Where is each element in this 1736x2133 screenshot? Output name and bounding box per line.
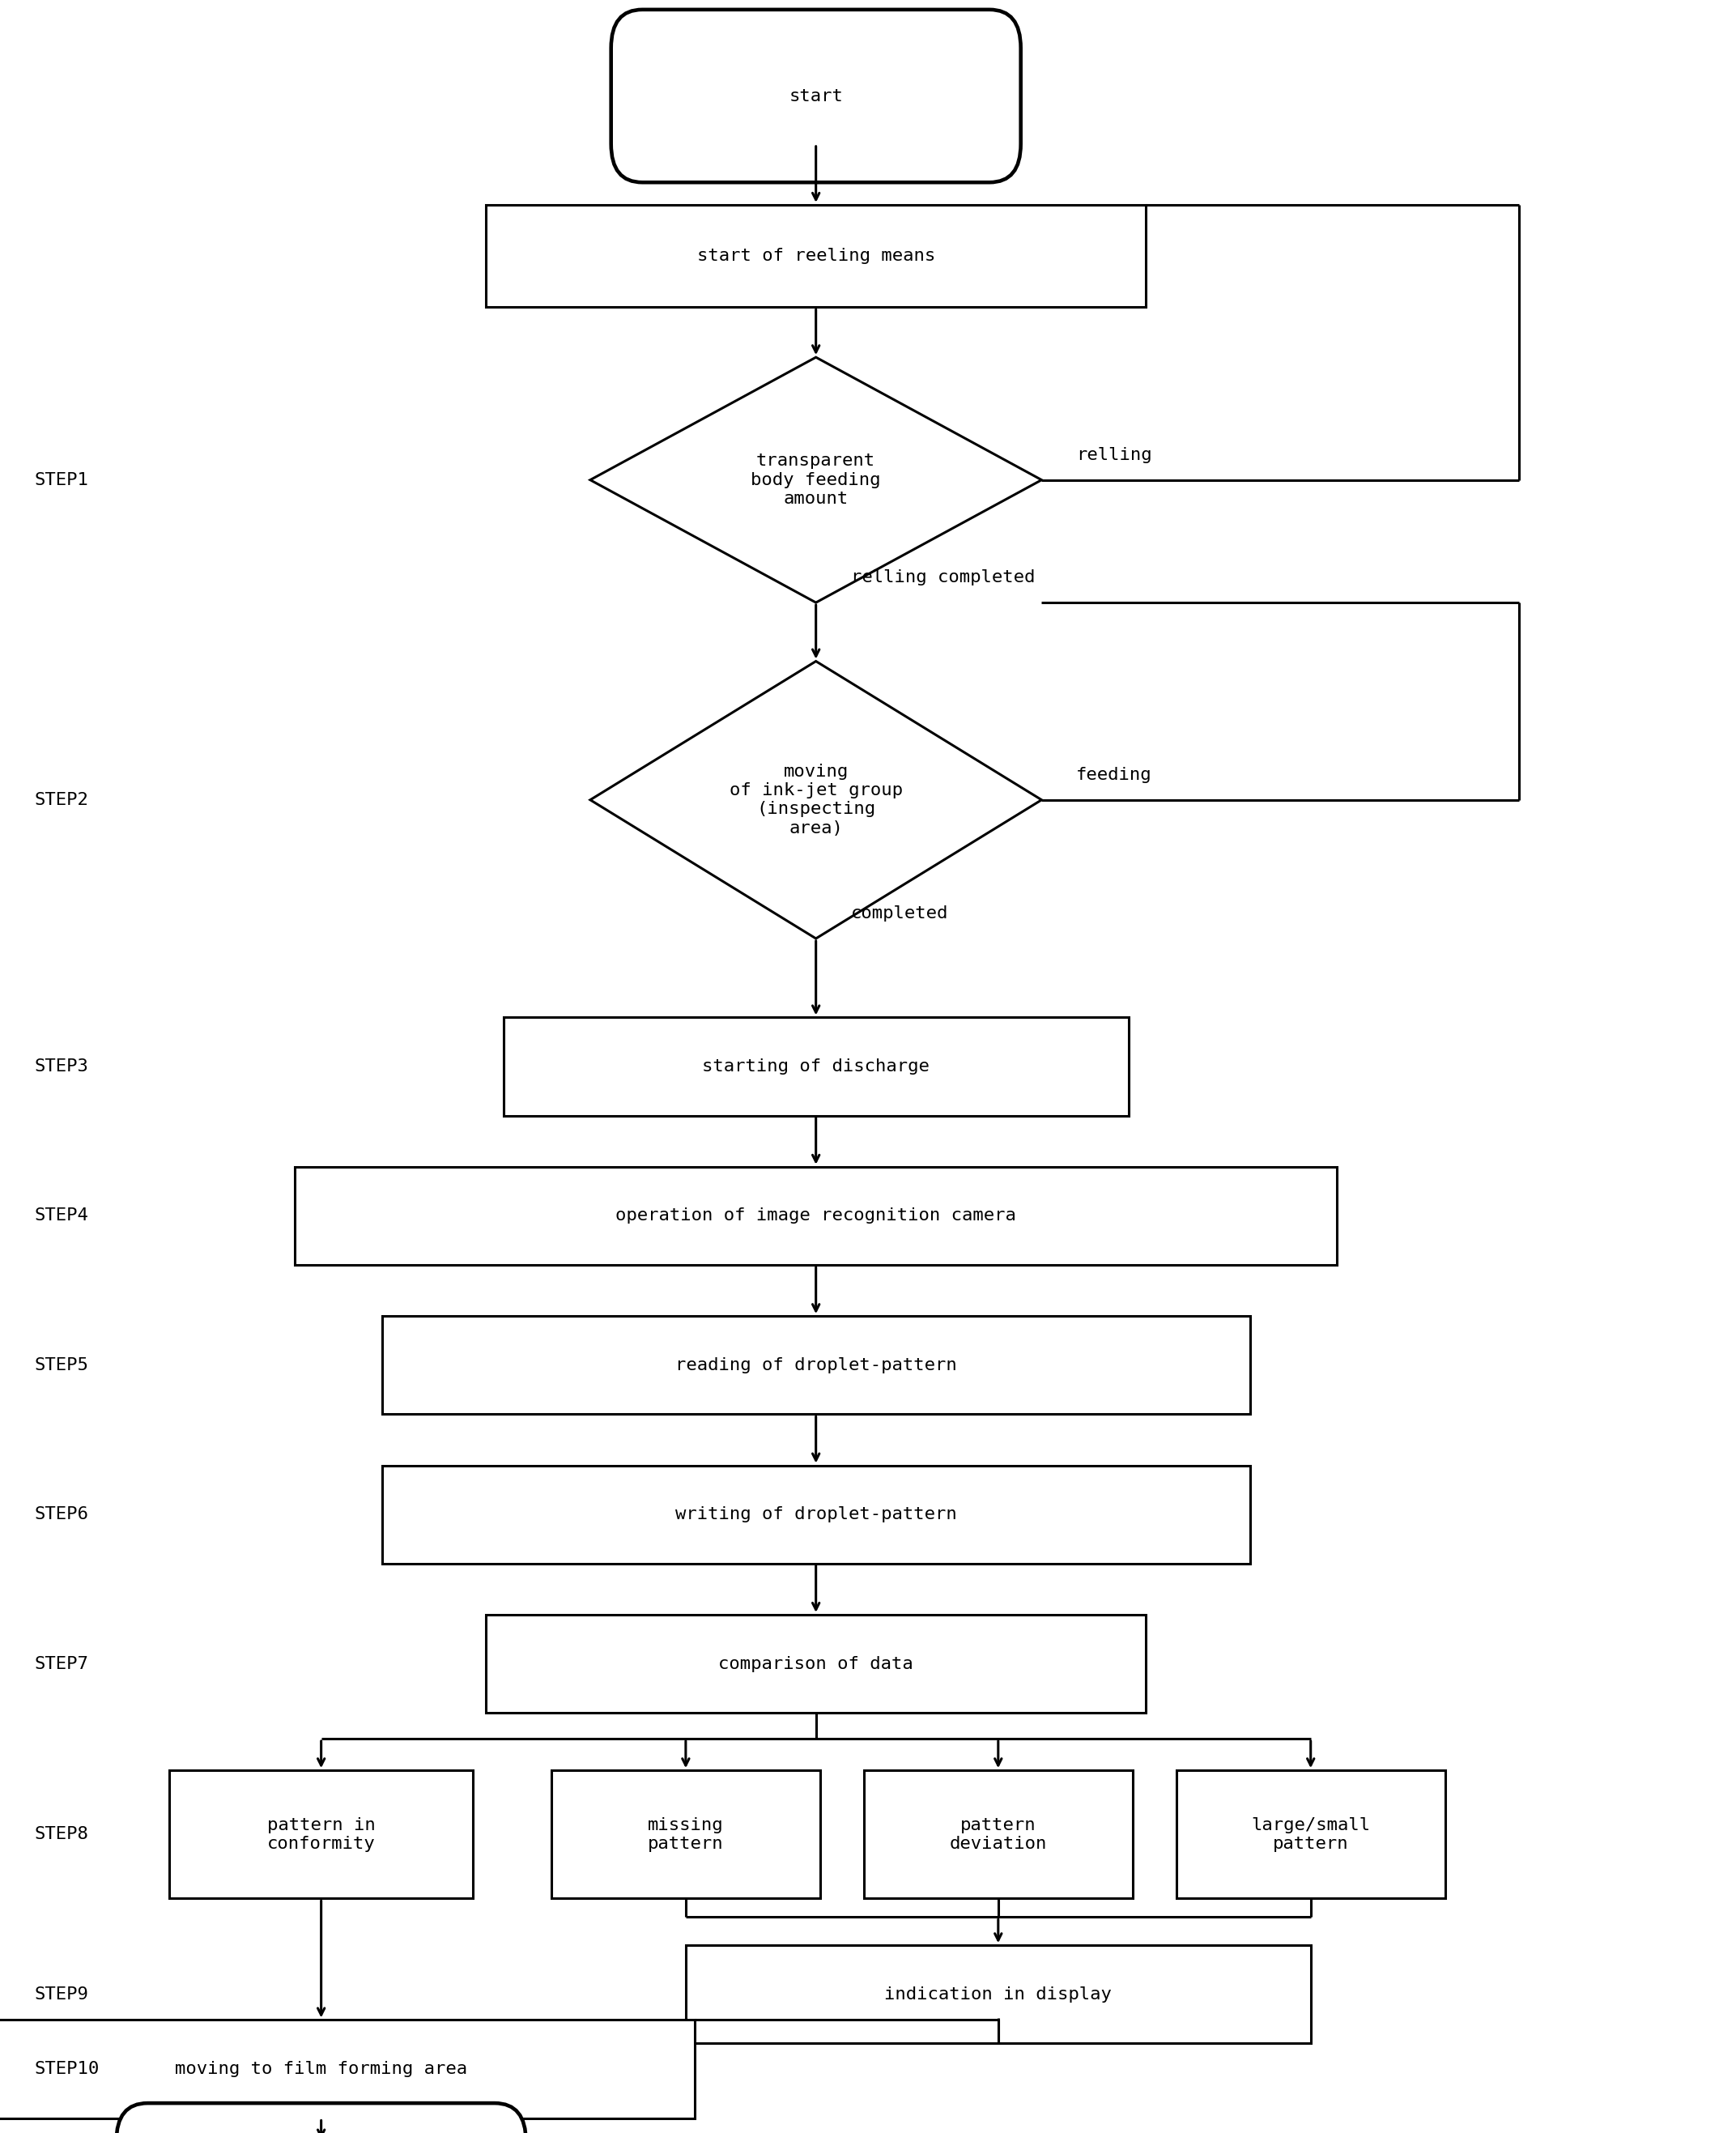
Text: STEP1: STEP1	[35, 471, 89, 488]
Text: moving
of ink-jet group
(inspecting
area): moving of ink-jet group (inspecting area…	[729, 764, 903, 836]
Text: STEP10: STEP10	[35, 2060, 99, 2078]
Text: relling: relling	[1076, 446, 1153, 463]
Text: STEP7: STEP7	[35, 1655, 89, 1672]
Text: completed: completed	[851, 904, 948, 921]
Text: moving to film forming area: moving to film forming area	[175, 2060, 467, 2078]
Text: operation of image recognition camera: operation of image recognition camera	[616, 1207, 1016, 1224]
FancyBboxPatch shape	[116, 2103, 526, 2133]
Text: feeding: feeding	[1076, 766, 1153, 783]
Text: missing
pattern: missing pattern	[648, 1817, 724, 1851]
Polygon shape	[590, 661, 1042, 939]
Text: writing of droplet-pattern: writing of droplet-pattern	[675, 1506, 957, 1523]
Bar	[863, 1770, 1132, 1898]
Bar	[503, 1017, 1128, 1116]
Text: comparison of data: comparison of data	[719, 1655, 913, 1672]
Text: pattern in
conformity: pattern in conformity	[267, 1817, 375, 1851]
Bar	[1177, 1770, 1444, 1898]
Text: large/small
pattern: large/small pattern	[1252, 1817, 1370, 1851]
Bar	[382, 1465, 1250, 1563]
Bar	[686, 1945, 1311, 2043]
Text: STEP3: STEP3	[35, 1058, 89, 1075]
Text: start of reeling means: start of reeling means	[696, 247, 936, 264]
FancyBboxPatch shape	[611, 9, 1021, 181]
Text: transparent
body feeding
amount: transparent body feeding amount	[752, 452, 880, 508]
Text: start: start	[788, 87, 844, 105]
Text: indication in display: indication in display	[884, 1986, 1113, 2003]
Text: STEP9: STEP9	[35, 1986, 89, 2003]
Text: starting of discharge: starting of discharge	[701, 1058, 930, 1075]
Text: STEP5: STEP5	[35, 1357, 89, 1374]
Text: relling completed: relling completed	[851, 570, 1035, 584]
Bar	[552, 1770, 821, 1898]
Bar	[295, 1167, 1337, 1265]
Text: STEP8: STEP8	[35, 1826, 89, 1843]
Bar	[486, 205, 1146, 307]
Bar	[0, 2020, 694, 2118]
Text: STEP4: STEP4	[35, 1207, 89, 1224]
Bar	[486, 1615, 1146, 1713]
Bar	[382, 1316, 1250, 1414]
Polygon shape	[590, 356, 1042, 602]
Text: STEP2: STEP2	[35, 791, 89, 808]
Bar	[170, 1770, 472, 1898]
Text: STEP6: STEP6	[35, 1506, 89, 1523]
Text: reading of droplet-pattern: reading of droplet-pattern	[675, 1357, 957, 1374]
Text: pattern
deviation: pattern deviation	[950, 1817, 1047, 1851]
